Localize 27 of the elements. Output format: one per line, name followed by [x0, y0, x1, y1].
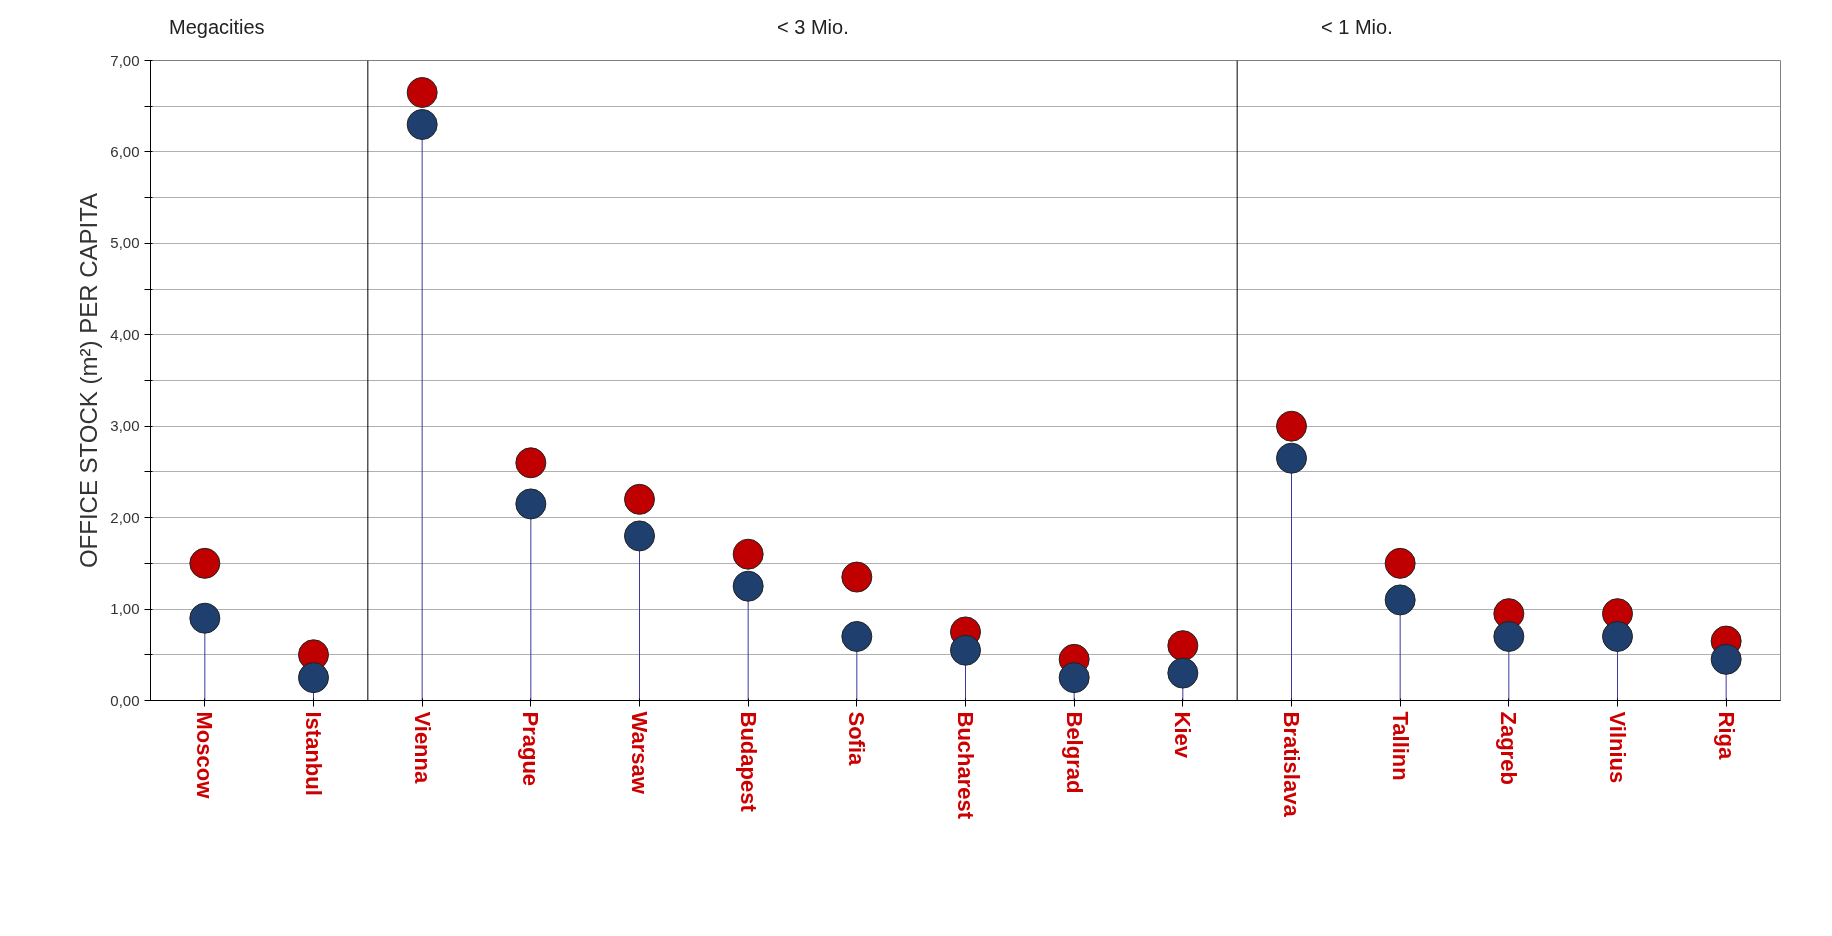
y-tick-label: 5,00: [110, 234, 140, 252]
y-tick-label: 1,00: [110, 600, 140, 618]
x-tick-label: Riga: [1713, 711, 1739, 760]
x-tick-label: Vienna: [409, 711, 435, 784]
x-tick-label: Prague: [518, 711, 544, 787]
y-tick-label: 3,00: [110, 417, 140, 435]
x-tick-label: Bucharest: [953, 711, 978, 820]
x-tick-label: Sofia: [844, 711, 870, 767]
y-tick-label: 2,00: [110, 508, 140, 526]
y-tick-label: 6,00: [110, 142, 140, 160]
y-tick-label: 7,00: [110, 51, 140, 69]
y-tick-label: 4,00: [110, 325, 140, 343]
x-tick-label: Moscow: [192, 711, 218, 800]
x-tick-label: Vilnius: [1605, 711, 1630, 784]
text: < 3 Mio.: [777, 15, 849, 40]
x-tick-label: Istanbul: [301, 711, 326, 796]
text: < 1 Mio.: [1321, 15, 1393, 40]
x-tick-label: Warsaw: [627, 711, 652, 795]
y-tick-label: 0,00: [110, 691, 140, 709]
x-tick-label: Tallinn: [1387, 711, 1413, 781]
x-tick-label: Budapest: [735, 711, 761, 813]
text: Megacities: [169, 15, 265, 40]
x-tick-label: Belgrad: [1061, 711, 1087, 794]
x-tick-label: Zagreb: [1496, 711, 1522, 785]
y-axis-title: OFFICE STOCK (m²) PER CAPITA: [75, 192, 103, 569]
x-tick-label: Kiev: [1170, 711, 1196, 759]
x-tick-label: Bratislava: [1279, 711, 1304, 818]
